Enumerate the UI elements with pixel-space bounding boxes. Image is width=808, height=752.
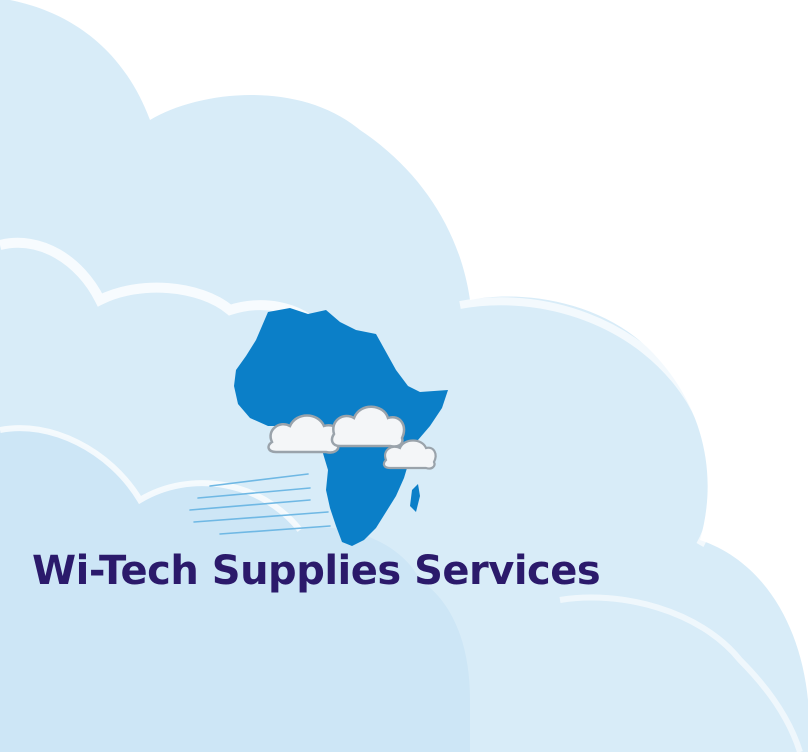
background-cloud-ridge-2 bbox=[459, 297, 718, 547]
speed-lines-icon bbox=[189, 473, 331, 535]
background-cloud-lower bbox=[0, 428, 470, 752]
cloud-icon bbox=[382, 439, 437, 470]
brand-name: Wi-Tech Supplies Services bbox=[32, 548, 601, 594]
africa-logo-mark bbox=[189, 308, 448, 546]
background-cloud-ridge bbox=[0, 237, 324, 334]
background-cloud-lower-ridge bbox=[0, 425, 303, 532]
cloud-icon bbox=[330, 405, 406, 448]
madagascar-shape bbox=[410, 484, 420, 512]
background-cloud-right-ridge bbox=[559, 594, 803, 752]
